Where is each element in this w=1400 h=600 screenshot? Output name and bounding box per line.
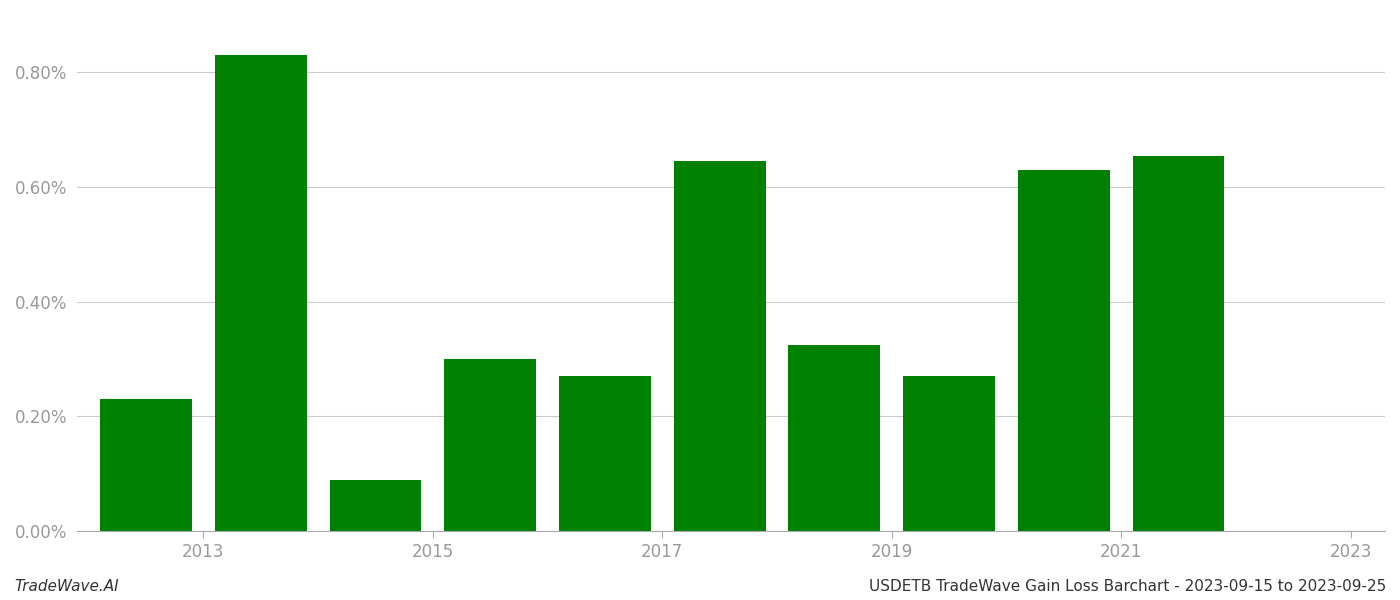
Bar bbox=[214, 55, 307, 531]
Bar bbox=[903, 376, 995, 531]
Bar bbox=[559, 376, 651, 531]
Bar bbox=[788, 345, 881, 531]
Bar bbox=[101, 399, 192, 531]
Bar bbox=[673, 161, 766, 531]
Bar bbox=[1133, 155, 1225, 531]
Text: USDETB TradeWave Gain Loss Barchart - 2023-09-15 to 2023-09-25: USDETB TradeWave Gain Loss Barchart - 20… bbox=[869, 579, 1386, 594]
Text: TradeWave.AI: TradeWave.AI bbox=[14, 579, 119, 594]
Bar bbox=[444, 359, 536, 531]
Bar bbox=[329, 479, 421, 531]
Bar bbox=[1018, 170, 1110, 531]
